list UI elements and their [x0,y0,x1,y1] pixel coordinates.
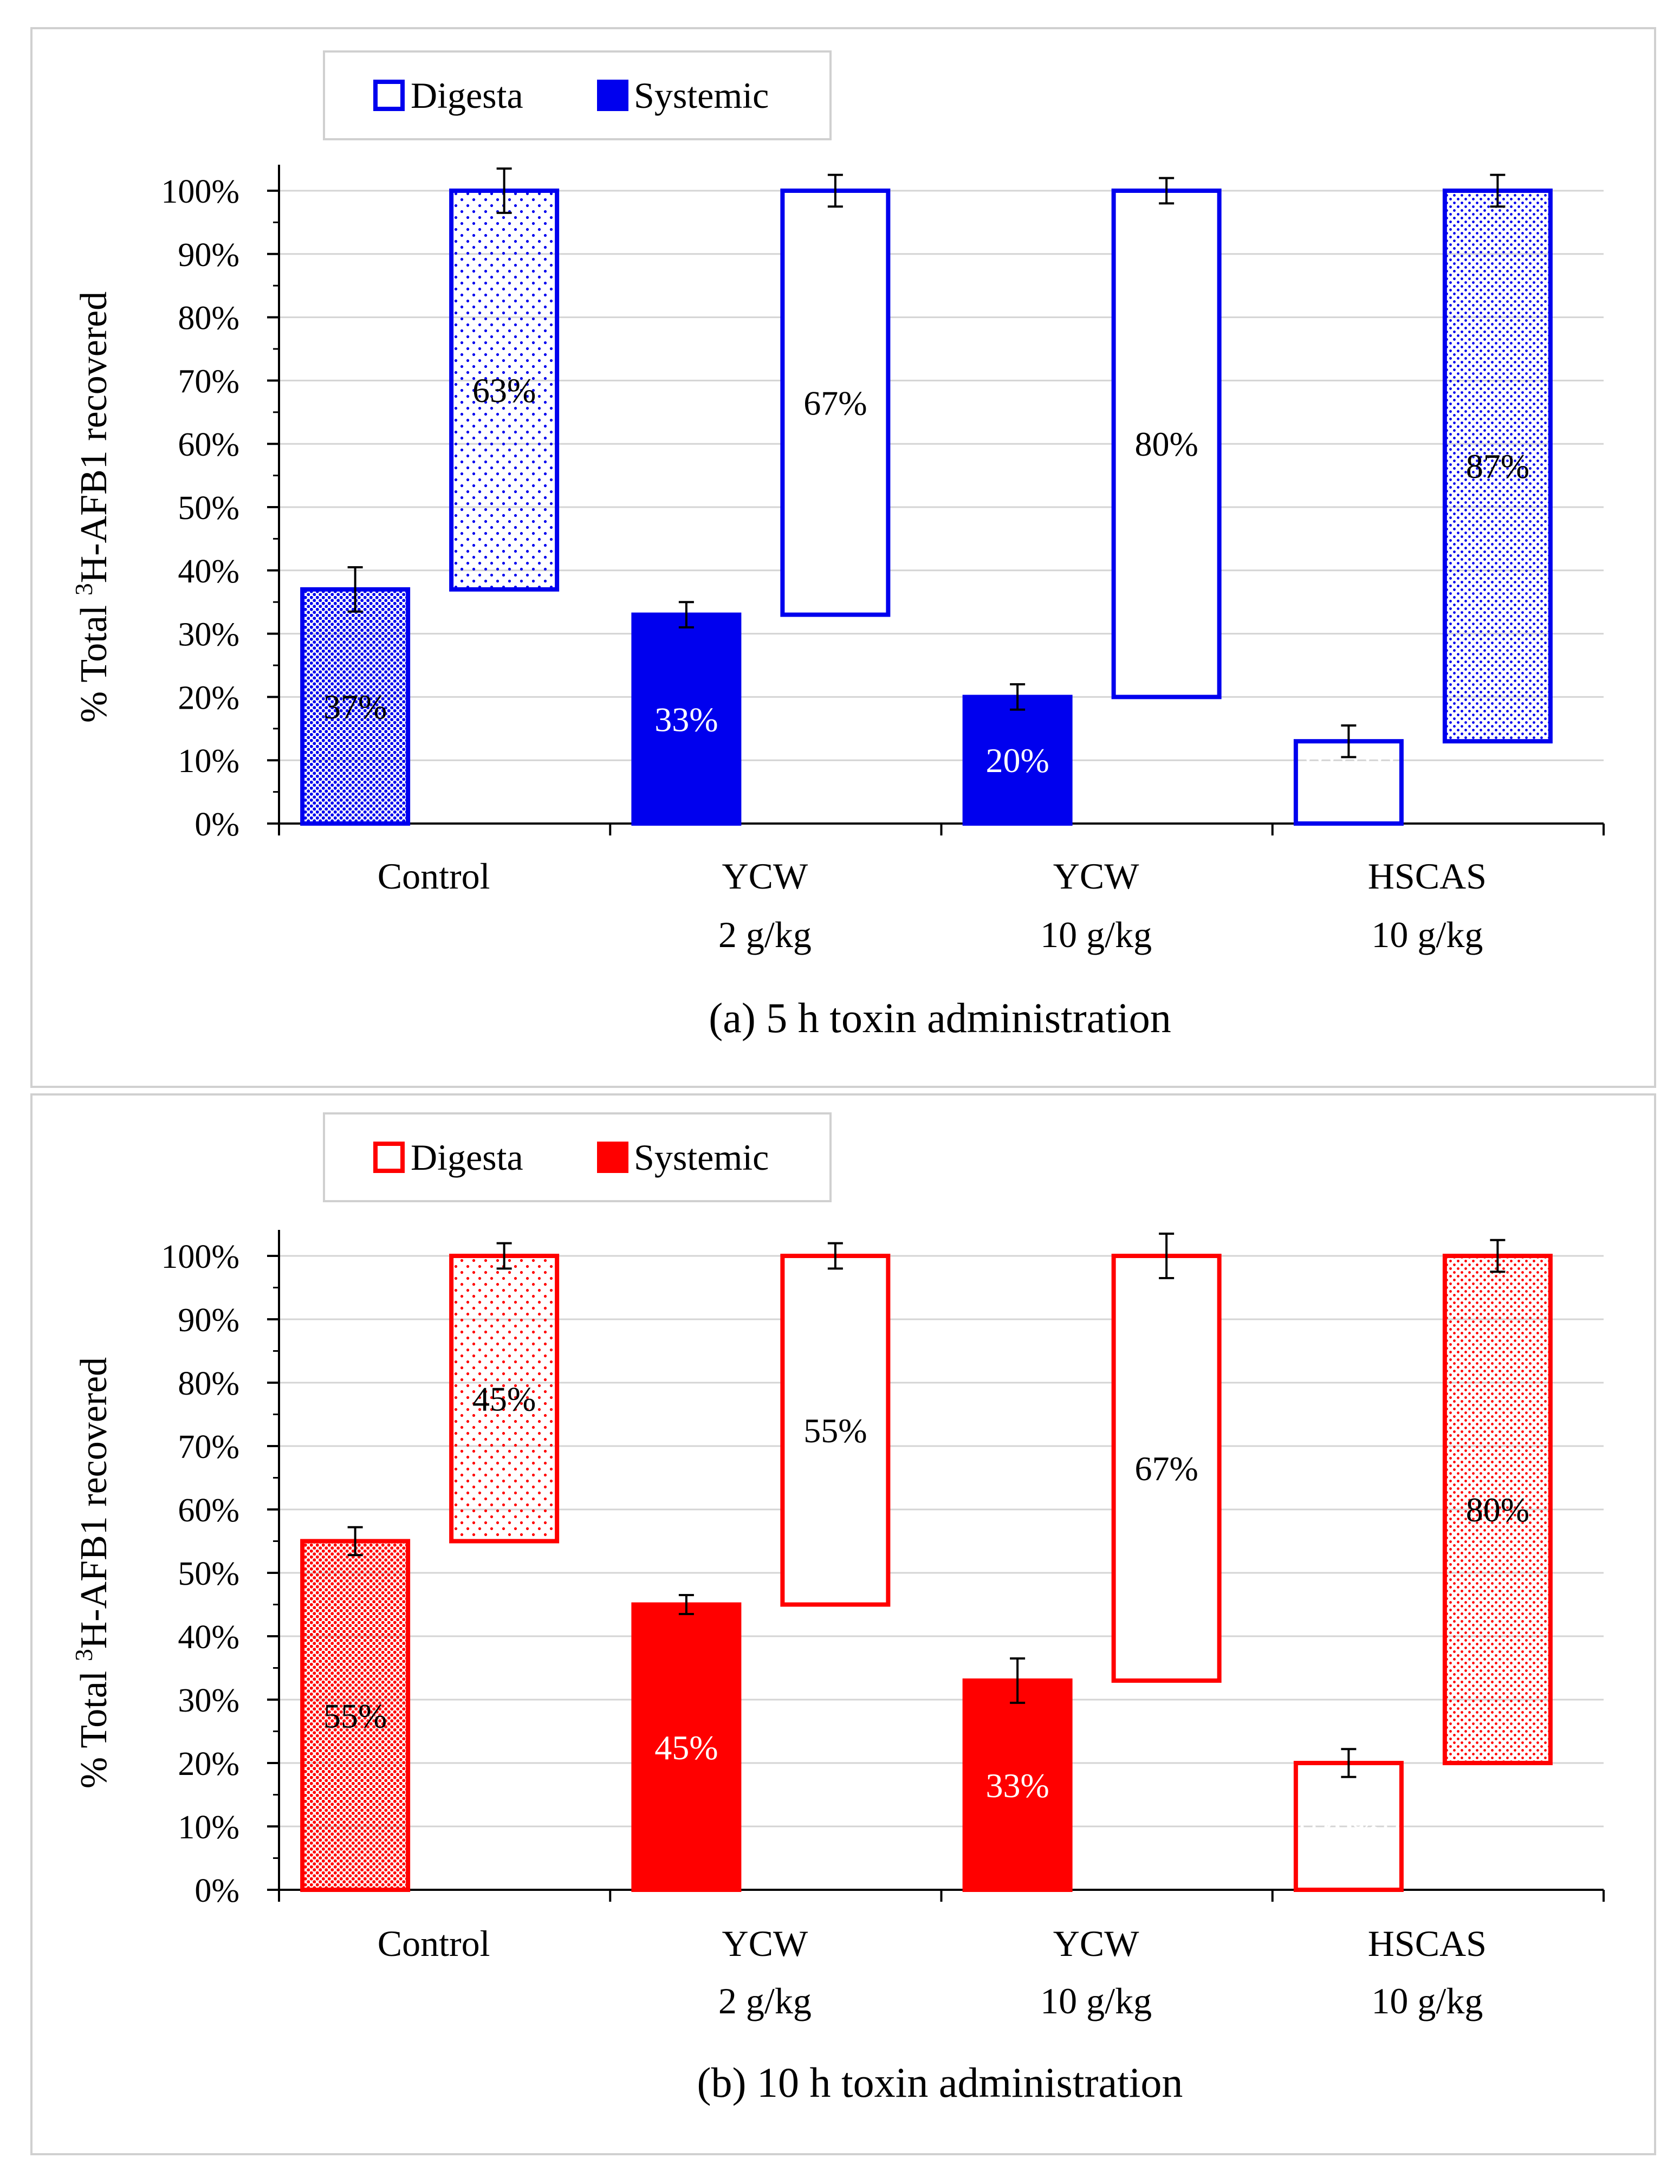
legend-box [323,50,832,140]
bar-systemic [962,1678,1073,1892]
bar-digesta [1442,189,1553,744]
y-tick-label: 90% [178,1302,239,1339]
bar-digesta [780,1254,891,1607]
legend-label-systemic: Systemic [634,1137,769,1178]
y-tick-label: 80% [178,300,239,337]
data-label-systemic: 45% [654,1728,718,1767]
y-tick-label: 60% [178,426,239,463]
bar-systemic [300,1539,411,1892]
bar-digesta [1442,1254,1553,1765]
legend-label-digesta: Digesta [411,75,523,116]
bar-systemic [631,1602,742,1892]
y-tick-label: 0% [194,806,239,843]
bar-digesta [1111,1254,1222,1683]
y-axis-title-superscript: 3 [70,1649,98,1661]
panel-title: (b) 10 h toxin administration [697,2059,1183,2106]
y-tick-label: 10% [178,1809,239,1846]
x-tick-label: 10 g/kg [1040,1980,1152,2021]
y-tick-label: 50% [178,490,239,527]
y-tick-label: 30% [178,617,239,653]
data-label-systemic: 33% [654,700,718,738]
y-axis-title-prefix: % Total [73,595,115,723]
data-label-digesta: 80% [1466,1490,1529,1529]
y-tick-label: 10% [178,743,239,780]
y-tick-label: 100% [161,1239,239,1275]
data-label-digesta: 55% [803,1411,867,1450]
y-axis-title-suffix: H-AFB1 recovered [73,1357,115,1649]
panel-title: (a) 5 h toxin administration [709,994,1171,1041]
y-tick-label: 100% [161,173,239,210]
legend-swatch-digesta [373,80,405,111]
y-axis-title-prefix: % Total [73,1661,115,1788]
x-tick-label: Control [378,1923,490,1964]
legend-label-digesta: Digesta [411,1137,523,1178]
data-label-digesta: 45% [472,1379,536,1418]
legend-box [323,1112,832,1202]
x-tick-label: 10 g/kg [1371,914,1483,955]
x-tick-label: 2 g/kg [718,1980,812,2021]
x-tick-label: Control [378,856,490,897]
y-tick-label: 20% [178,1746,239,1783]
x-tick-label: 10 g/kg [1371,1980,1483,2021]
data-label-digesta: 87% [1466,447,1529,485]
x-tick-label: YCW [722,1923,808,1964]
data-label-systemic: 20% [1317,1807,1380,1846]
legend-label-systemic: Systemic [634,75,769,116]
y-tick-label: 30% [178,1682,239,1719]
x-tick-label: HSCAS [1368,856,1487,897]
bar-systemic [300,587,411,826]
legend-swatch-systemic [597,1142,628,1173]
legend-swatch-digesta [373,1142,405,1173]
data-label-digesta: 80% [1134,425,1198,463]
data-label-digesta: 63% [472,371,536,410]
y-tick-label: 80% [178,1365,239,1402]
y-axis-title: % Total 3H-AFB1 recovered [70,291,115,723]
chart-panel-b: 0% 10% 20% 30% 40% 50% 60% 70% 80% 90% 100% % Total… [30,1093,1656,2155]
data-label-systemic: 55% [323,1696,387,1735]
y-tick-label: 70% [178,1429,239,1466]
legend-swatch-systemic [597,80,628,111]
x-tick-label: 10 g/kg [1040,914,1152,955]
y-tick-label: 50% [178,1556,239,1592]
y-tick-label: 20% [178,679,239,716]
x-tick-label: HSCAS [1368,1923,1487,1964]
data-label-systemic: 37% [323,688,387,726]
data-label-systemic: 33% [985,1766,1049,1805]
x-tick-label: YCW [1053,1923,1139,1964]
data-label-systemic: 13% [1317,763,1380,802]
data-label-systemic: 20% [985,741,1049,780]
data-label-digesta: 67% [803,384,867,422]
y-axis-title-superscript: 3 [70,583,98,595]
x-tick-label: YCW [1053,856,1139,897]
y-tick-label: 60% [178,1492,239,1529]
y-tick-label: 40% [178,553,239,590]
bar-digesta [1111,189,1222,699]
y-tick-label: 70% [178,363,239,400]
y-axis-title-suffix: H-AFB1 recovered [73,291,115,583]
data-label-digesta: 67% [1134,1449,1198,1488]
bar-systemic [631,612,742,826]
y-axis-title: % Total 3H-AFB1 recovered [70,1357,115,1788]
x-tick-label: 2 g/kg [718,914,812,955]
y-tick-label: 40% [178,1619,239,1656]
y-tick-label: 0% [194,1872,239,1909]
x-tick-label: YCW [722,856,808,897]
chart-panel-a: 0% 10% 20% 30% 40% 50% 60% 70% 80% 90% 100% % Total… [30,27,1656,1088]
bar-digesta [449,1254,560,1544]
y-tick-label: 90% [178,237,239,274]
bar-systemic [962,695,1073,826]
